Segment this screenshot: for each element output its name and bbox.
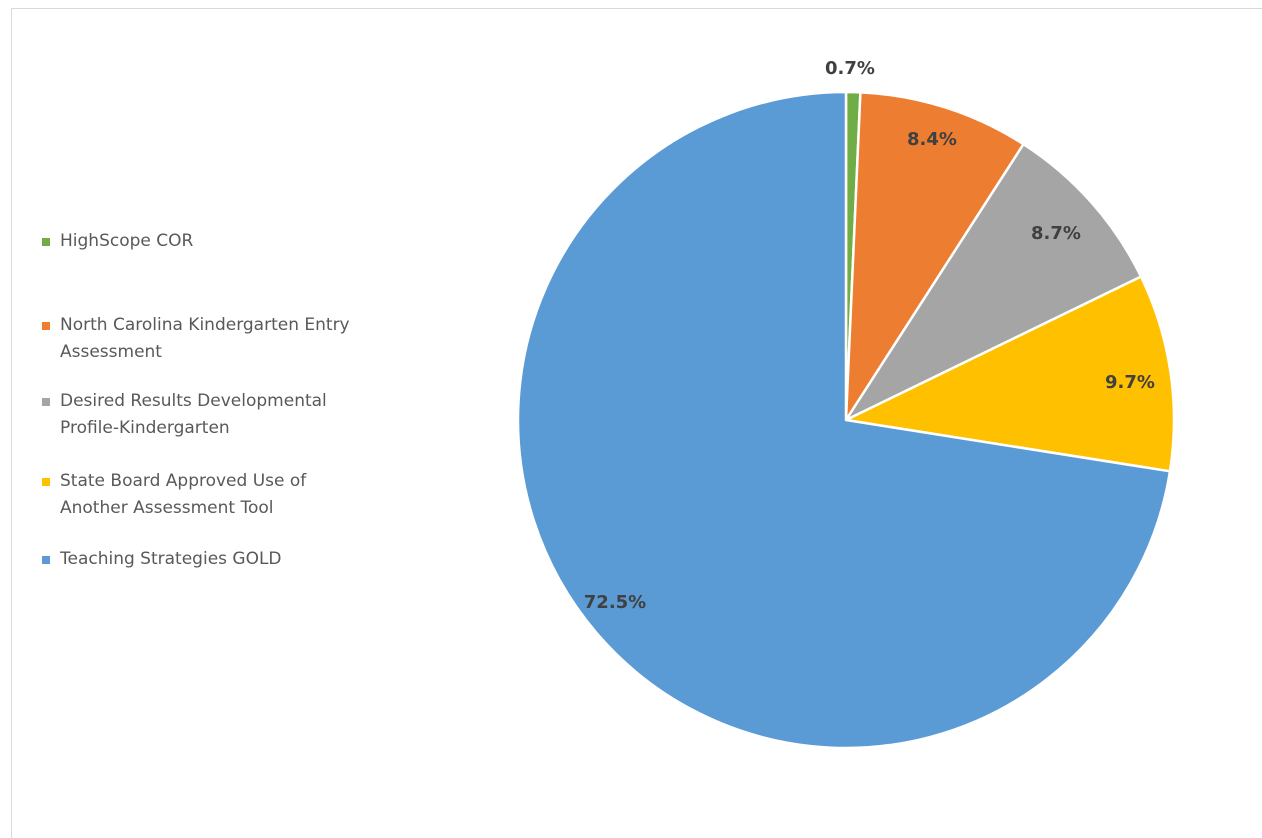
- data-label-2: 8.7%: [1031, 223, 1081, 244]
- legend-item-3: State Board Approved Use of Another Asse…: [42, 468, 306, 522]
- data-label-3: 9.7%: [1105, 372, 1155, 393]
- legend-label-4: Teaching Strategies GOLD: [60, 549, 282, 569]
- legend-swatch-3: [42, 478, 50, 486]
- legend-item-2: Desired Results Developmental Profile-Ki…: [42, 388, 327, 442]
- legend-label-3: State Board Approved Use of Another Asse…: [60, 471, 307, 518]
- legend-swatch-0: [42, 238, 50, 246]
- legend-item-0: HighScope COR: [42, 228, 193, 255]
- legend-swatch-1: [42, 322, 50, 330]
- legend-label-0: HighScope COR: [60, 231, 194, 251]
- legend-swatch-4: [42, 556, 50, 564]
- data-label-4: 72.5%: [584, 592, 646, 613]
- pie-slice-1: [844, 91, 1025, 422]
- pie-slice-4: [516, 90, 1172, 750]
- data-label-1: 8.4%: [907, 129, 957, 150]
- pie-slice-3: [844, 275, 1176, 473]
- pie-slice-2: [844, 142, 1143, 422]
- legend-item-1: North Carolina Kindergarten Entry Assess…: [42, 312, 350, 366]
- chart-frame: [11, 8, 1262, 838]
- data-label-0: 0.7%: [825, 58, 875, 79]
- legend-item-4: Teaching Strategies GOLD: [42, 546, 282, 573]
- legend-label-1: North Carolina Kindergarten Entry Assess…: [60, 315, 350, 362]
- legend-swatch-2: [42, 398, 50, 406]
- legend-label-2: Desired Results Developmental Profile-Ki…: [60, 391, 327, 438]
